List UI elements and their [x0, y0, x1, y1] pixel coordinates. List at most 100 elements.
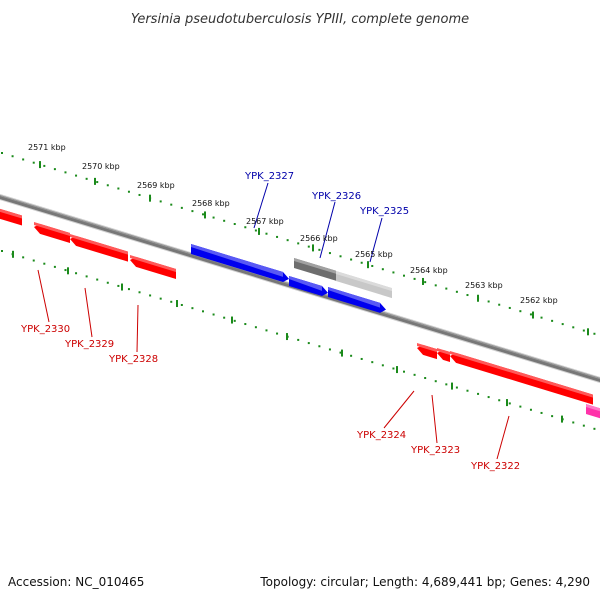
gene-ypk-2324-highlight [417, 343, 437, 353]
tick-dot [466, 294, 469, 297]
gene-label-ypk-2322: YPK_2322 [470, 461, 520, 472]
gene-labels: YPK_2327 YPK_2326 YPK_2325 YPK_2330 YPK_… [20, 171, 520, 472]
tick-dot [32, 161, 35, 164]
tick-dot [392, 271, 395, 274]
tick-label: 2570 kbp [82, 162, 120, 171]
tick-dot [22, 256, 25, 259]
gene-ypk-2330 [34, 222, 70, 243]
gene-ypk-2329-body [70, 235, 128, 262]
genome-summary-text: Topology: circular; Length: 4,689,441 bp… [259, 575, 590, 589]
gene-label-ypk-2328: YPK_2328 [108, 354, 158, 365]
gene-ypk-2327-highlight [191, 244, 283, 277]
leader-ypk-2329 [84, 287, 93, 338]
tick-dot [106, 281, 109, 284]
gene-ypk-2322-body [450, 352, 593, 405]
tick-dot [138, 193, 141, 196]
map-title: Yersinia pseudotuberculosis YPIII, compl… [131, 12, 469, 27]
tick-dot [212, 216, 215, 219]
tick-dot [519, 310, 522, 313]
tick-dot [529, 313, 532, 316]
tick-dot [297, 338, 300, 341]
tick-dot [22, 158, 25, 161]
tick-dot [85, 275, 88, 278]
tick-dot [572, 326, 575, 329]
tick-dot [328, 252, 331, 255]
tick-dot [75, 272, 78, 275]
leader-ypk-2325 [369, 217, 383, 263]
tick-dot [32, 259, 35, 262]
tick-dot [508, 306, 511, 309]
gene-label-ypk-2323: YPK_2323 [410, 445, 460, 456]
gene-ypk-2328-highlight [130, 255, 176, 273]
tick-dot [265, 329, 268, 332]
tick-dot [445, 287, 448, 290]
tick-dot [551, 415, 554, 418]
tick-dot [96, 181, 99, 184]
tick-dot [487, 396, 490, 399]
tick-dot [540, 316, 543, 319]
tick-dot [328, 348, 331, 351]
gene-label-ypk-2329: YPK_2329 [64, 339, 114, 350]
tick-dot [498, 399, 501, 402]
gene-ypk-2329-highlight [70, 234, 128, 255]
tick-dot [455, 386, 458, 389]
tick-label: 2563 kbp [465, 281, 503, 290]
tick-dot [244, 226, 247, 229]
tick-dot [381, 268, 384, 271]
leader-ypk-2326 [319, 201, 336, 259]
label-leaders [37, 182, 510, 460]
tick-dot [593, 332, 596, 335]
tick-dot [286, 239, 289, 242]
leader-ypk-2327 [253, 182, 269, 229]
tick-dot [43, 164, 46, 167]
tick-dot [11, 155, 14, 158]
tick-dot [318, 345, 321, 348]
tick-dot [223, 219, 226, 222]
gene-label-ypk-2327: YPK_2327 [244, 171, 294, 182]
tick-dot [593, 427, 596, 430]
tick-dot [106, 184, 109, 187]
tick-dot [170, 300, 173, 303]
leader-ypk-2322 [496, 415, 510, 460]
accession-text: Accession: NC_010465 [8, 575, 144, 589]
tick-dot [117, 284, 120, 287]
tick-dot [75, 174, 78, 177]
gene-ypk-2326 [289, 276, 328, 297]
tick-dot [551, 319, 554, 322]
tick-labels: 2571 kbp 2570 kbp 2569 kbp 2568 kbp 2567… [28, 143, 558, 305]
tick-dot [561, 323, 564, 326]
tick-dot [191, 210, 194, 213]
tick-dot [276, 235, 279, 238]
tick-dot [508, 402, 511, 405]
gene-ypk-2331-highlight [0, 208, 22, 219]
gene-ypk-2327 [191, 244, 289, 283]
tick-dot [318, 248, 321, 251]
tick-dot [233, 223, 236, 226]
tick-dot [413, 373, 416, 376]
tick-dot [582, 424, 585, 427]
gene-ypk-2330-body [34, 223, 70, 243]
tick-dot [371, 361, 374, 364]
tick-dot [149, 294, 152, 297]
gene-label-ypk-2324: YPK_2324 [356, 430, 406, 441]
tick-dot [276, 332, 279, 335]
tick-label: 2569 kbp [137, 181, 175, 190]
gene-ypk-2329 [70, 234, 128, 262]
gene-ypk-2325 [328, 287, 386, 313]
tick-dot [53, 265, 56, 268]
tick-dot [53, 168, 56, 171]
tick-dot [254, 229, 257, 232]
gene-label-ypk-2325: YPK_2325 [359, 206, 409, 217]
tick-dot [223, 316, 226, 319]
tick-dot [413, 277, 416, 280]
tick-dot [477, 392, 480, 395]
tick-dot [307, 245, 310, 248]
gene-ypk-2325-highlight [328, 287, 380, 308]
tick-dot [403, 370, 405, 373]
tick-dot [1, 250, 3, 252]
tick-dot [498, 303, 501, 306]
pseudogene-light [336, 271, 392, 299]
tick-label: 2565 kbp [355, 250, 393, 259]
gene-ypk-2328-body [130, 256, 176, 280]
